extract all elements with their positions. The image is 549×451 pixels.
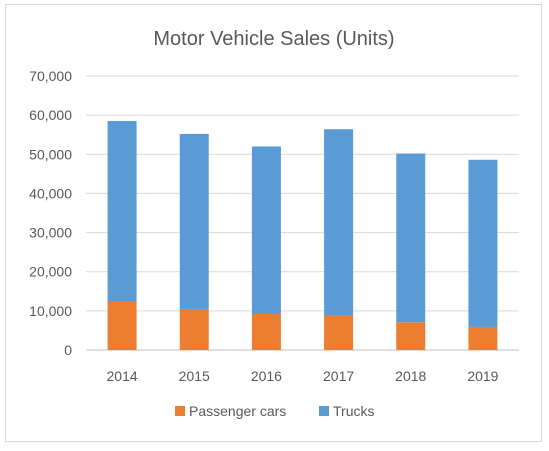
legend-passenger-cars-swatch bbox=[175, 406, 185, 416]
x-tick-label: 2018 bbox=[395, 368, 426, 384]
x-tick-label: 2019 bbox=[467, 368, 498, 384]
x-tick-label: 2015 bbox=[179, 368, 210, 384]
bar-trucks-2019 bbox=[468, 159, 498, 327]
x-tick-label: 2014 bbox=[107, 368, 138, 384]
bar-passenger-cars-2017 bbox=[324, 315, 354, 350]
bar-passenger-cars-2019 bbox=[468, 326, 498, 350]
bar-trucks-2015 bbox=[179, 133, 209, 309]
y-tick-label: 20,000 bbox=[29, 264, 72, 280]
bars bbox=[107, 121, 498, 350]
bar-passenger-cars-2018 bbox=[396, 322, 426, 350]
x-tick-label: 2017 bbox=[323, 368, 354, 384]
y-tick-label: 30,000 bbox=[29, 225, 72, 241]
y-tick-label: 0 bbox=[64, 342, 72, 358]
y-tick-label: 10,000 bbox=[29, 303, 72, 319]
bar-trucks-2016 bbox=[251, 146, 281, 314]
bar-trucks-2018 bbox=[396, 153, 426, 323]
bar-passenger-cars-2016 bbox=[251, 313, 281, 350]
legend-trucks-swatch bbox=[319, 406, 329, 416]
gridlines bbox=[86, 75, 519, 351]
bar-trucks-2014 bbox=[107, 121, 137, 302]
bar-trucks-2017 bbox=[324, 129, 354, 316]
legend: Passenger cars Trucks bbox=[175, 403, 374, 419]
x-tick-label: 2016 bbox=[251, 368, 282, 384]
chart-title: Motor Vehicle Sales (Units) bbox=[153, 28, 394, 50]
bar-passenger-cars-2015 bbox=[179, 308, 209, 350]
y-axis-ticks: 0 10,000 20,000 30,000 40,000 50,000 60,000 70,… bbox=[29, 68, 72, 358]
y-tick-label: 70,000 bbox=[29, 68, 72, 84]
bar-passenger-cars-2014 bbox=[107, 301, 137, 350]
x-axis-ticks: 2014 2015 2016 2017 2018 2019 bbox=[107, 368, 499, 384]
y-tick-label: 40,000 bbox=[29, 185, 72, 201]
legend-passenger-cars-label: Passenger cars bbox=[189, 403, 286, 419]
y-tick-label: 60,000 bbox=[29, 107, 72, 123]
y-tick-label: 50,000 bbox=[29, 146, 72, 162]
legend-trucks-label: Trucks bbox=[333, 403, 374, 419]
